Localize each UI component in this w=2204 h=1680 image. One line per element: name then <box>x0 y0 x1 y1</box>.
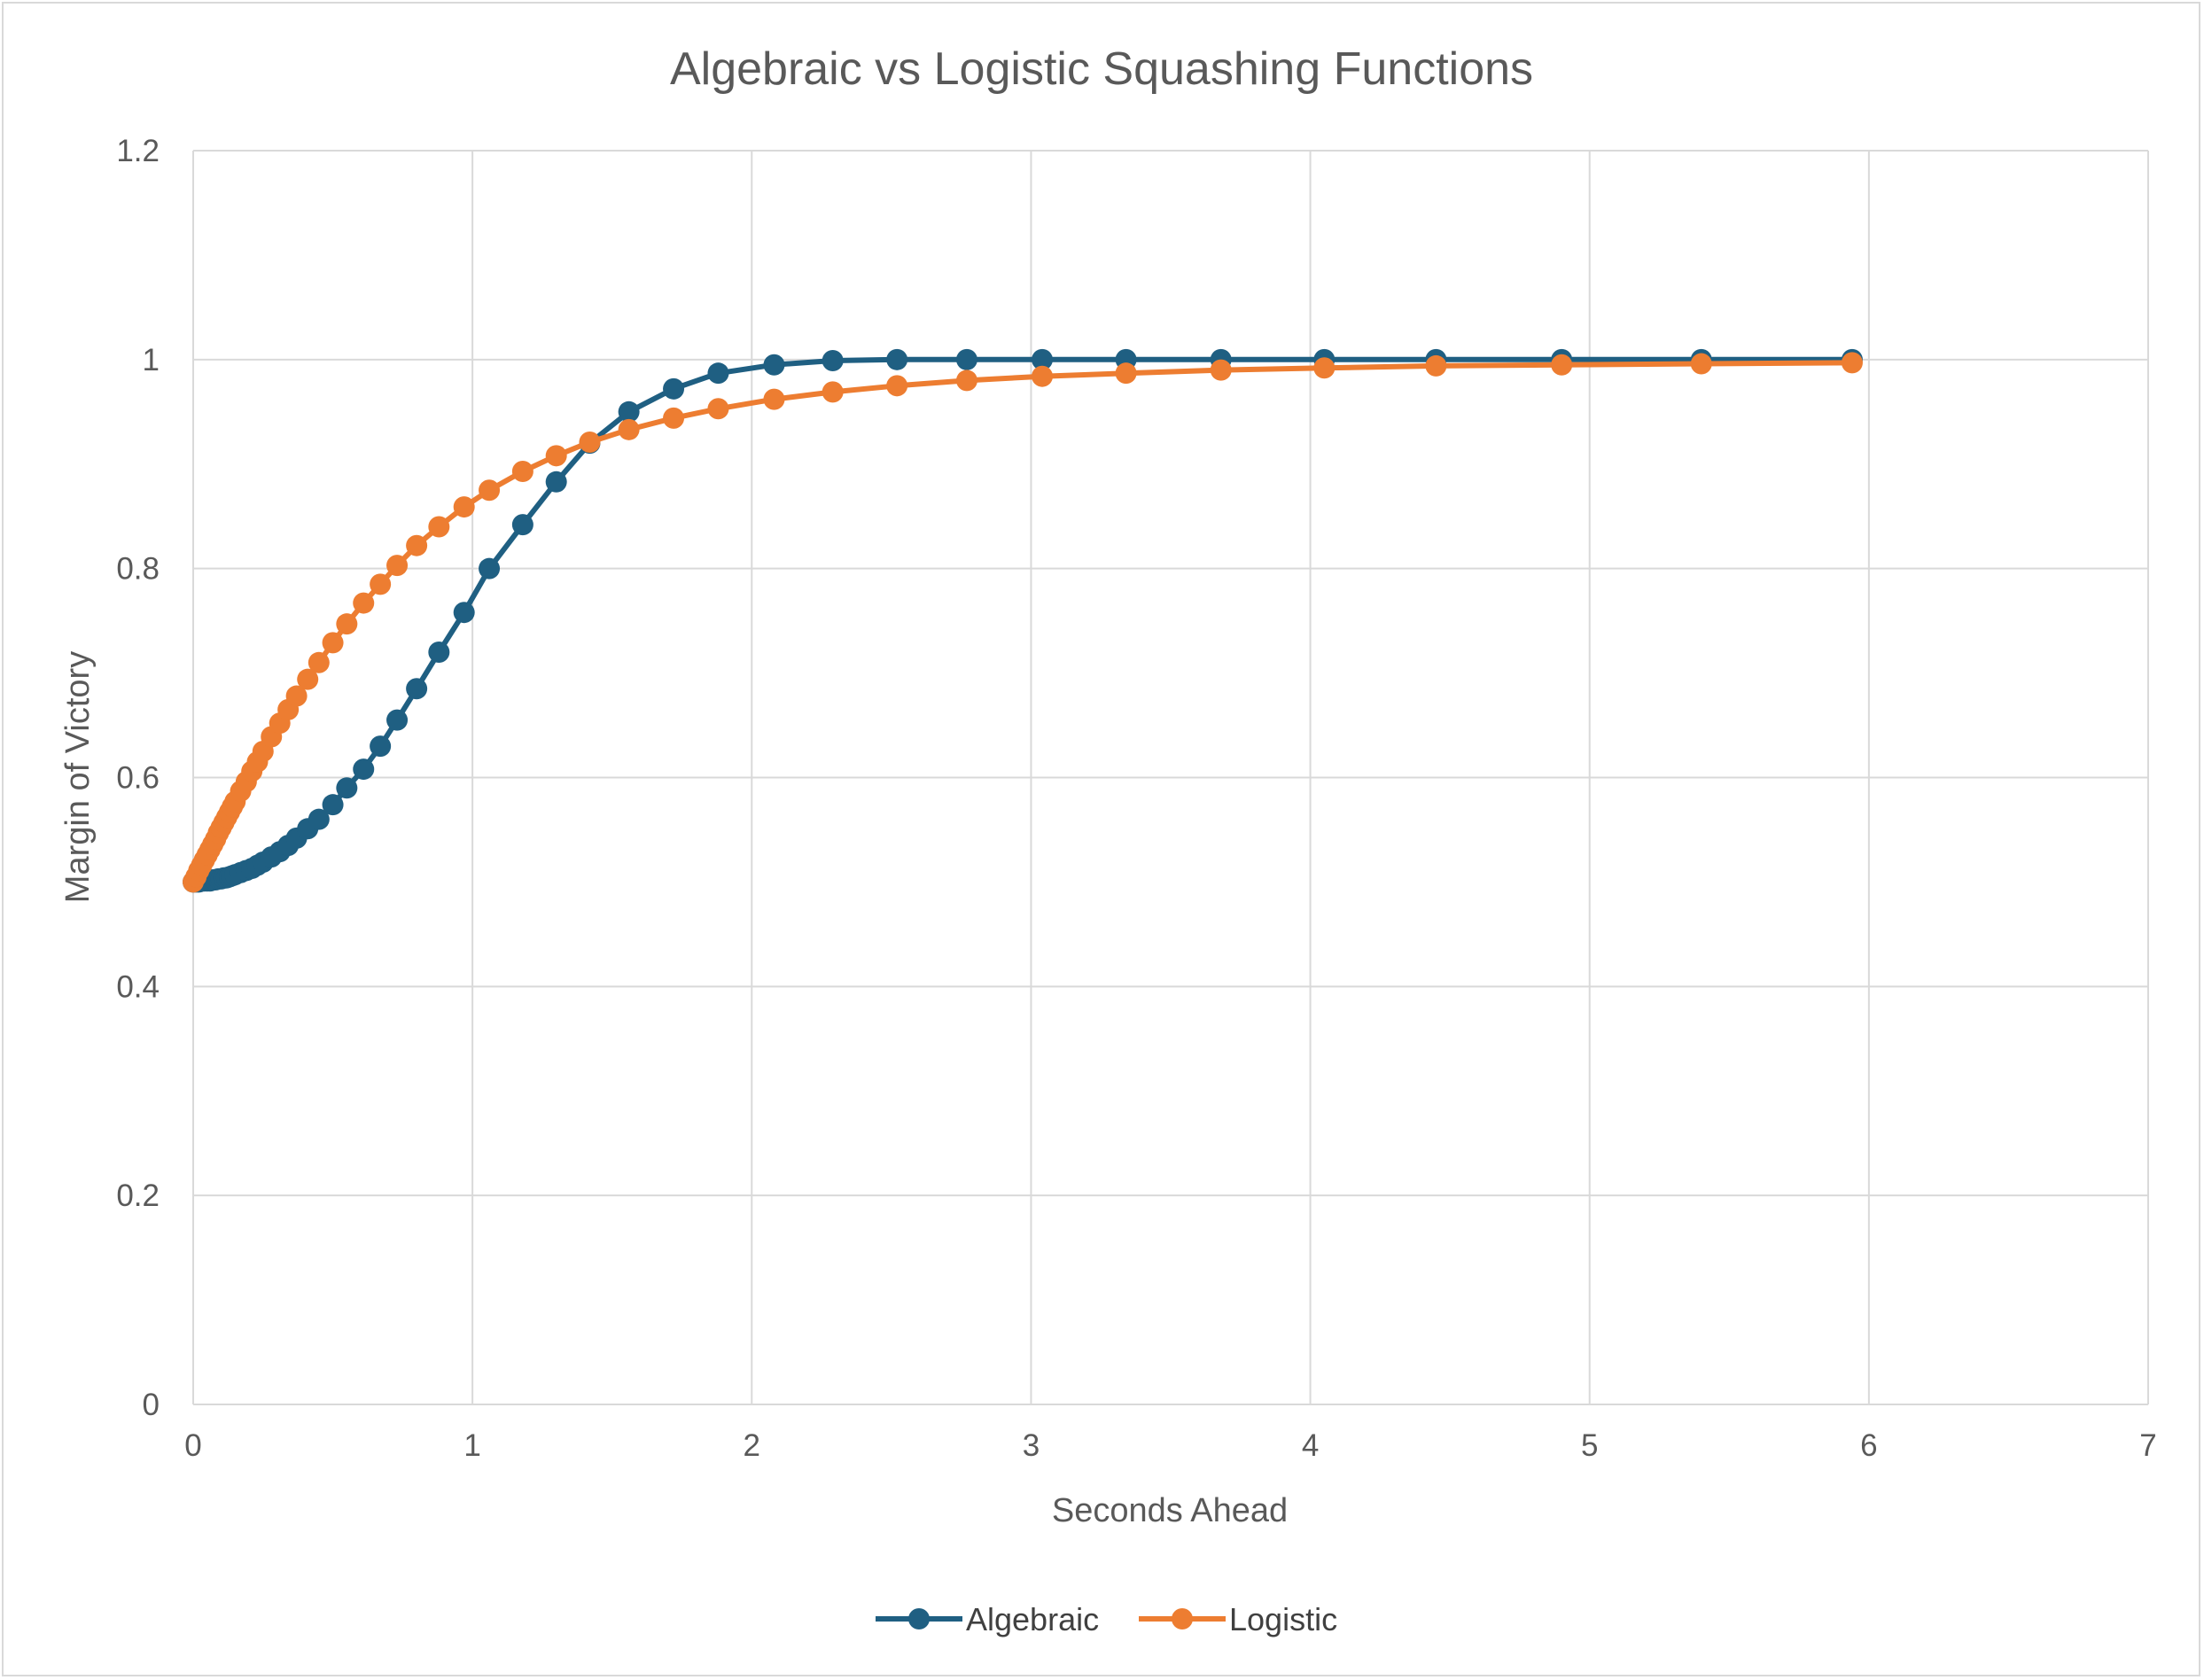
x-tick-label: 0 <box>184 1428 201 1463</box>
data-point <box>545 445 567 467</box>
data-point <box>386 555 409 577</box>
x-axis-title: Seconds Ahead <box>1052 1492 1288 1529</box>
data-point <box>479 557 501 579</box>
y-tick-label: 0 <box>143 1388 160 1422</box>
data-point <box>297 668 319 690</box>
y-tick-label: 1.2 <box>116 134 160 168</box>
data-point <box>707 398 729 420</box>
data-point <box>1425 354 1447 377</box>
data-point <box>955 348 977 370</box>
data-point <box>1313 357 1336 379</box>
data-point <box>453 602 475 624</box>
data-point <box>886 375 908 397</box>
data-point <box>1032 365 1054 387</box>
data-point <box>545 471 567 493</box>
x-tick-label: 4 <box>1302 1428 1319 1463</box>
data-point <box>1210 359 1232 381</box>
chart-title: Algebraic vs Logistic Squashing Function… <box>670 43 1533 95</box>
data-point <box>336 613 358 635</box>
y-tick-label: 0.4 <box>116 969 160 1004</box>
data-point <box>618 418 640 440</box>
data-point <box>285 685 308 707</box>
data-point <box>663 407 685 429</box>
data-point <box>1551 354 1573 376</box>
series-logistic <box>183 352 1863 893</box>
data-point <box>406 534 428 556</box>
data-point <box>822 350 844 372</box>
data-point <box>618 401 640 423</box>
data-point <box>428 516 450 538</box>
y-tick-label: 0.8 <box>116 552 160 587</box>
data-point <box>386 709 409 731</box>
legend-marker <box>908 1608 930 1629</box>
legend-item-algebraic: Algebraic <box>876 1601 1099 1637</box>
legend-item-logistic: Logistic <box>1139 1601 1337 1637</box>
y-tick-label: 0.2 <box>116 1178 160 1213</box>
data-point <box>955 369 977 392</box>
x-tick-label: 7 <box>2139 1428 2156 1463</box>
x-tick-label: 5 <box>1581 1428 1598 1463</box>
legend-marker <box>1172 1608 1193 1629</box>
data-point <box>1032 348 1054 370</box>
data-point <box>353 758 375 781</box>
data-point <box>353 592 375 614</box>
data-point <box>511 514 533 536</box>
x-tick-label: 1 <box>463 1428 480 1463</box>
data-point <box>336 777 358 799</box>
tick-labels: 0 0.2 0.4 0.6 0.8 1 1.2 0 1 2 3 4 5 6 7 <box>116 134 2156 1463</box>
data-point <box>453 496 475 518</box>
data-point <box>370 573 392 595</box>
legend-label: Logistic <box>1229 1601 1337 1637</box>
series-layer <box>183 348 1863 893</box>
data-point <box>822 381 844 403</box>
data-point <box>663 377 685 400</box>
y-tick-label: 1 <box>143 343 160 377</box>
data-point <box>370 735 392 758</box>
data-point <box>322 632 344 654</box>
y-axis-title: Margin of Victory <box>59 651 97 903</box>
series-line <box>193 356 1852 885</box>
data-point <box>707 362 729 385</box>
x-tick-label: 2 <box>744 1428 760 1463</box>
data-point <box>763 354 785 376</box>
data-point <box>479 479 501 502</box>
x-tick-label: 3 <box>1023 1428 1040 1463</box>
data-point <box>406 678 428 700</box>
series-algebraic <box>183 348 1863 893</box>
y-tick-label: 0.6 <box>116 761 160 796</box>
data-point <box>308 651 330 673</box>
gridlines <box>192 150 2149 1405</box>
data-point <box>579 431 601 453</box>
data-point <box>322 794 344 816</box>
legend: Algebraic Logistic <box>876 1601 1337 1637</box>
data-point <box>763 388 785 410</box>
data-point <box>428 642 450 663</box>
legend-label: Algebraic <box>966 1601 1099 1637</box>
data-point <box>308 808 330 830</box>
data-point <box>1841 352 1863 374</box>
data-point <box>886 348 908 370</box>
x-tick-label: 6 <box>1860 1428 1877 1463</box>
data-point <box>1690 353 1712 375</box>
data-point <box>1115 362 1137 385</box>
data-point <box>511 461 533 483</box>
series-line <box>191 360 1852 883</box>
